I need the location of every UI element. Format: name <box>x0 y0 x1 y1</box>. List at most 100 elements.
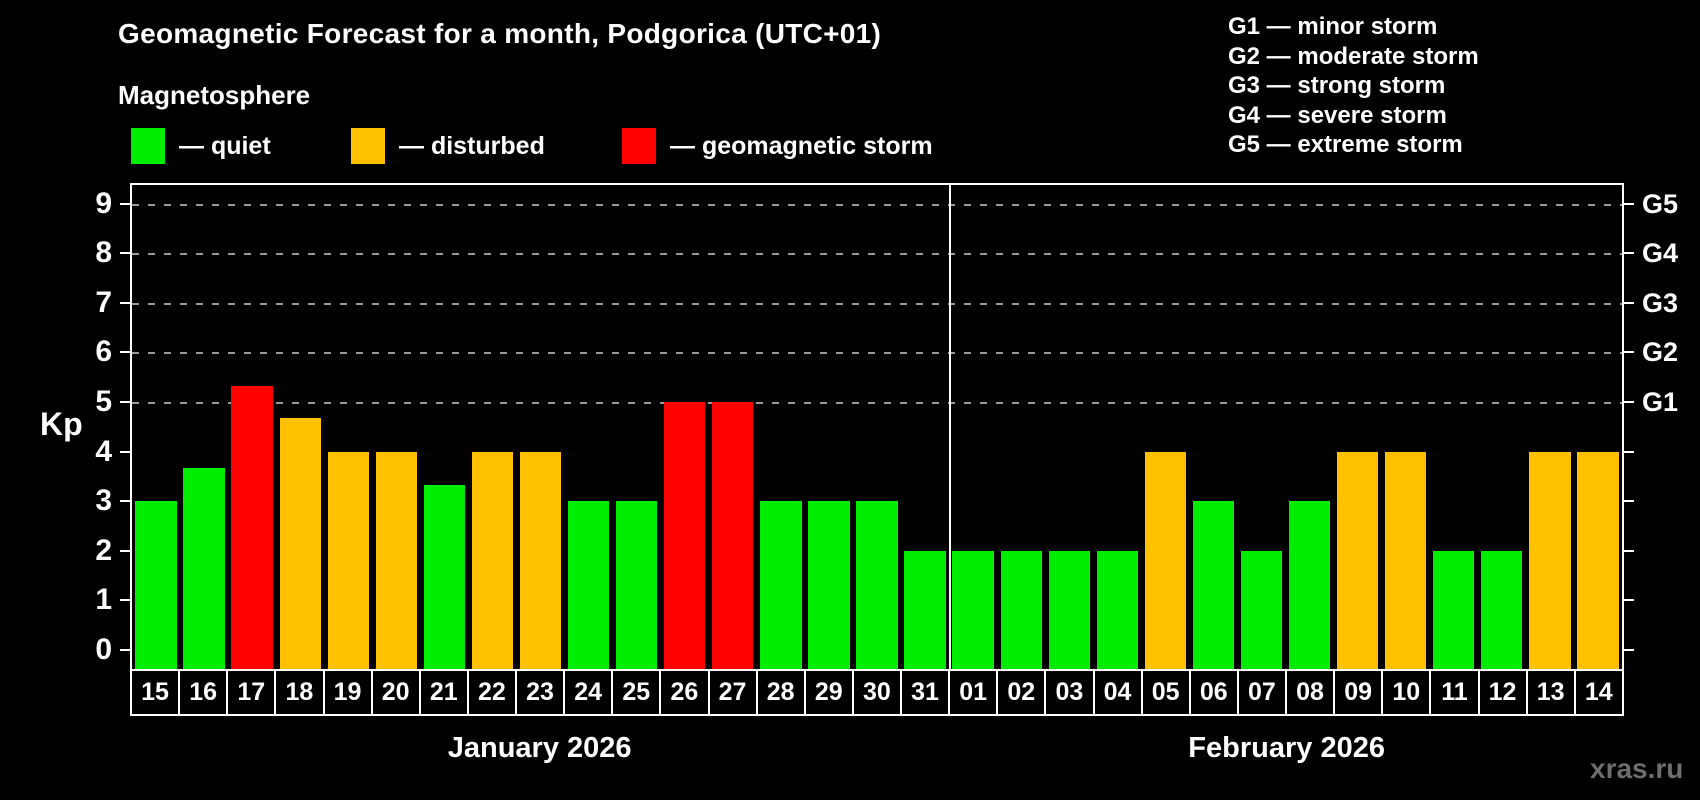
day-label-feb-02: 02 <box>996 669 1047 716</box>
gridline-kp6 <box>132 352 1622 355</box>
kp-bar-jan-27 <box>712 402 754 669</box>
kp-bar-jan-28 <box>760 501 802 669</box>
day-label-feb-06: 06 <box>1188 669 1239 716</box>
g-axis-label-g1: G1 <box>1642 387 1679 417</box>
day-label-jan-18: 18 <box>274 669 325 716</box>
storm-scale-legend: G1 — minor storm G2 — moderate storm G3 … <box>1228 12 1479 160</box>
legend-label-disturbed: — disturbed <box>399 131 545 160</box>
day-label-feb-12: 12 <box>1477 669 1528 716</box>
kp-bar-feb-02 <box>1000 550 1042 669</box>
y-tick-label-9: 9 <box>95 186 112 220</box>
right-tick-0 <box>1624 649 1634 651</box>
y-tick-3 <box>120 500 130 503</box>
kp-bar-feb-14 <box>1577 451 1619 669</box>
y-tick-label-3: 3 <box>95 484 112 518</box>
right-tick-3 <box>1624 500 1634 503</box>
kp-bar-jan-23 <box>519 451 562 669</box>
month-labels: January 2026 February 2026 <box>130 732 1624 765</box>
y-tick-0 <box>120 649 130 651</box>
day-label-feb-05: 05 <box>1140 669 1191 716</box>
y-tick-5 <box>120 401 130 403</box>
gridline-kp5 <box>132 402 1622 404</box>
g-axis-label-g5: G5 <box>1642 188 1679 219</box>
day-label-feb-11: 11 <box>1429 669 1480 716</box>
kp-bar-feb-10 <box>1385 451 1427 669</box>
day-label-feb-09: 09 <box>1333 669 1384 716</box>
month-label-january: January 2026 <box>447 732 632 764</box>
month-separator <box>949 185 952 669</box>
legend-label-storm: — geomagnetic storm <box>670 131 933 160</box>
g-axis-label-g2: G2 <box>1642 337 1679 368</box>
day-label-jan-23: 23 <box>515 669 566 716</box>
day-label-jan-24: 24 <box>563 669 614 716</box>
y-tick-label-0: 0 <box>95 633 112 666</box>
kp-bar-jan-26 <box>664 402 706 669</box>
y-axis-title: Kp <box>40 406 83 442</box>
month-label-february: February 2026 <box>1188 732 1385 764</box>
y-tick-label-8: 8 <box>95 236 112 270</box>
right-tick-5 <box>1624 401 1634 403</box>
quiet-color-swatch <box>131 128 165 164</box>
day-label-jan-16: 16 <box>178 669 229 716</box>
right-tick-7 <box>1624 301 1634 304</box>
y-tick-9 <box>120 202 130 205</box>
y-tick-label-1: 1 <box>95 583 112 617</box>
day-label-jan-30: 30 <box>851 669 902 716</box>
day-label-jan-20: 20 <box>370 669 421 716</box>
kp-bar-jan-19 <box>327 451 369 669</box>
kp-bar-jan-15 <box>135 501 177 669</box>
kp-bar-jan-22 <box>471 451 514 669</box>
kp-bar-feb-13 <box>1529 451 1571 669</box>
day-label-feb-07: 07 <box>1236 669 1287 716</box>
storm-scale-line-g2: G2 — moderate storm <box>1228 42 1479 70</box>
day-label-jan-29: 29 <box>803 669 854 716</box>
y-tick-7 <box>120 301 130 304</box>
kp-bar-jan-20 <box>375 451 417 669</box>
legend-item-storm: — geomagnetic storm <box>622 128 933 164</box>
kp-bar-jan-17 <box>231 385 273 669</box>
y-tick-label-6: 6 <box>95 335 112 369</box>
y-tick-6 <box>120 351 130 354</box>
y-tick-8 <box>120 252 130 255</box>
kp-bar-jan-29 <box>808 501 850 669</box>
day-label-jan-26: 26 <box>659 669 710 716</box>
right-tick-1 <box>1624 599 1634 602</box>
y-tick-label-4: 4 <box>95 434 112 468</box>
y-tick-label-2: 2 <box>95 533 112 567</box>
storm-color-swatch <box>622 128 656 164</box>
day-axis: 15 16 17 18 19 20 21 22 23 24 25 26 27 28 29 30 31 01 02 03… <box>130 669 1624 716</box>
kp-bar-feb-07 <box>1240 550 1283 669</box>
kp-bar-feb-01 <box>952 550 994 669</box>
kp-bar-feb-08 <box>1288 501 1331 669</box>
kp-bar-jan-21 <box>423 484 466 669</box>
chart-subtitle: Magnetosphere <box>118 80 311 110</box>
gridline-kp9 <box>132 203 1622 206</box>
day-label-feb-13: 13 <box>1525 669 1576 716</box>
kp-bar-feb-09 <box>1336 451 1379 669</box>
day-label-feb-14: 14 <box>1573 669 1624 716</box>
right-tick-2 <box>1624 549 1634 552</box>
day-label-jan-22: 22 <box>466 669 517 716</box>
legend-label-quiet: — quiet <box>179 131 271 160</box>
disturbed-color-swatch <box>351 128 385 164</box>
storm-scale-line-g1: G1 — minor storm <box>1228 13 1438 40</box>
y-tick-1 <box>120 599 130 602</box>
y-tick-2 <box>120 549 130 552</box>
watermark: xras.ru <box>1590 753 1684 784</box>
g-axis-label-g3: G3 <box>1642 287 1679 318</box>
kp-bar-jan-24 <box>567 501 610 669</box>
g-axis-label-g4: G4 <box>1642 238 1679 269</box>
y-tick-4 <box>120 450 130 453</box>
day-label-feb-03: 03 <box>1044 669 1095 716</box>
storm-scale-line-g4: G4 — severe storm <box>1228 101 1447 129</box>
kp-bar-feb-11 <box>1433 550 1475 669</box>
kp-bar-jan-31 <box>904 550 946 669</box>
gridline-kp7 <box>132 302 1622 305</box>
right-tick-6 <box>1624 351 1634 354</box>
day-label-feb-10: 10 <box>1381 669 1432 716</box>
kp-bar-jan-18 <box>279 418 321 669</box>
kp-bar-jan-25 <box>616 501 658 669</box>
storm-scale-line-g5: G5 — extreme storm <box>1228 131 1463 158</box>
plot-area <box>130 183 1624 671</box>
